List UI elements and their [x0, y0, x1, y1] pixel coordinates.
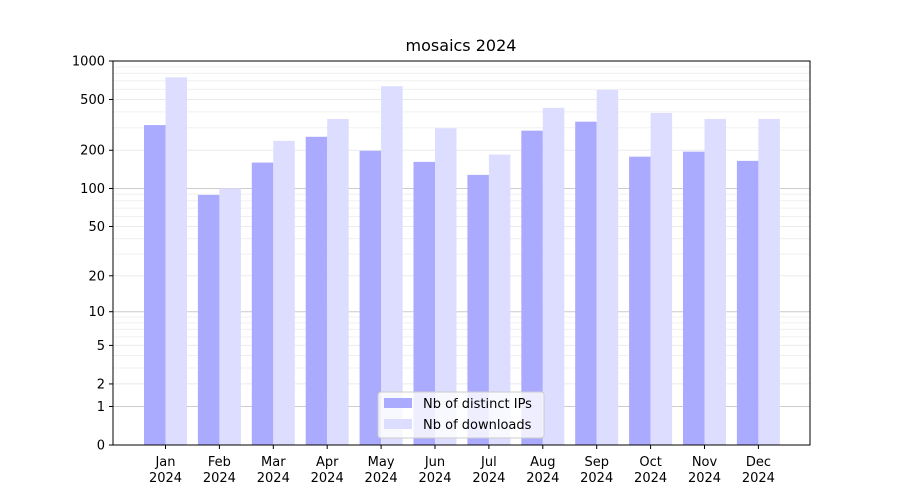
x-tick-label-year: 2024 [365, 471, 398, 486]
legend-label-distinct-ips: Nb of distinct IPs [423, 397, 532, 412]
legend: Nb of distinct IPs Nb of downloads [377, 391, 545, 439]
x-tick-label-month: Jun [424, 455, 445, 470]
bar-distinct-ips [251, 162, 274, 446]
y-tick-label: 200 [80, 144, 105, 159]
bar-distinct-ips [683, 151, 705, 445]
x-tick-label-year: 2024 [257, 471, 290, 486]
x-tick-label-month: Jul [480, 455, 497, 470]
x-axis: Jan2024Feb2024Mar2024Apr2024May2024Jun20… [149, 445, 775, 486]
bar-downloads [596, 89, 619, 445]
x-tick-label-month: Apr [316, 455, 339, 470]
bar-downloads [542, 107, 565, 445]
legend-label-downloads: Nb of downloads [423, 418, 532, 433]
bar-downloads [165, 77, 187, 446]
y-tick-label: 20 [88, 269, 105, 284]
x-tick-label-month: Nov [692, 455, 718, 470]
bar-distinct-ips [467, 174, 489, 445]
bar-downloads [219, 188, 241, 445]
y-tick-label: 5 [97, 339, 105, 354]
x-tick-label-year: 2024 [203, 471, 236, 486]
legend-box [377, 391, 545, 439]
bar-downloads [435, 128, 457, 446]
bar-downloads [488, 154, 511, 445]
legend-swatch-downloads [384, 419, 412, 429]
x-tick-label-month: Aug [530, 455, 555, 470]
bar-distinct-ips [359, 150, 382, 446]
bars-layer [144, 77, 780, 446]
bar-downloads [273, 140, 295, 445]
bar-downloads [381, 86, 403, 445]
x-tick-label-year: 2024 [311, 471, 344, 486]
bar-distinct-ips [629, 156, 651, 446]
chart-title: mosaics 2024 [406, 36, 517, 55]
x-tick-label-year: 2024 [149, 471, 182, 486]
x-tick-label-year: 2024 [472, 471, 505, 486]
y-tick-label: 1 [97, 400, 105, 415]
y-tick-label: 500 [80, 93, 105, 108]
x-tick-label-year: 2024 [418, 471, 451, 486]
y-tick-label: 1000 [72, 55, 105, 70]
y-tick-label: 0 [97, 439, 105, 454]
x-tick-label-year: 2024 [526, 471, 559, 486]
bar-downloads [650, 112, 673, 446]
bar-distinct-ips [736, 160, 759, 445]
x-tick-label-month: Mar [261, 455, 286, 470]
y-tick-label: 50 [88, 220, 105, 235]
bar-distinct-ips [413, 161, 435, 445]
x-tick-label-year: 2024 [634, 471, 667, 486]
x-tick-label-year: 2024 [688, 471, 721, 486]
y-tick-label: 2 [97, 377, 105, 392]
plot-frame [112, 60, 811, 446]
x-tick-label-month: Feb [208, 455, 231, 470]
bar-distinct-ips [144, 125, 166, 446]
bar-distinct-ips [305, 136, 328, 445]
bar-distinct-ips [521, 130, 543, 446]
x-tick-label-month: Dec [746, 455, 771, 470]
x-tick-label-month: Jan [154, 455, 175, 470]
x-tick-label-month: Sep [584, 455, 609, 470]
x-tick-label-year: 2024 [742, 471, 775, 486]
y-tick-label: 10 [88, 305, 105, 320]
bar-distinct-ips [575, 121, 597, 445]
bar-downloads [327, 118, 349, 446]
bar-downloads [704, 118, 726, 446]
bar-distinct-ips [197, 194, 220, 445]
y-tick-label: 100 [80, 182, 105, 197]
x-tick-label-year: 2024 [580, 471, 613, 486]
y-axis: 0 1 2 5 10 20 50 100 200 500 1000 [72, 55, 113, 454]
legend-swatch-distinct-ips [384, 398, 412, 408]
x-tick-label-month: Oct [639, 455, 661, 470]
x-tick-label-month: May [368, 455, 395, 470]
bar-downloads [758, 118, 780, 446]
